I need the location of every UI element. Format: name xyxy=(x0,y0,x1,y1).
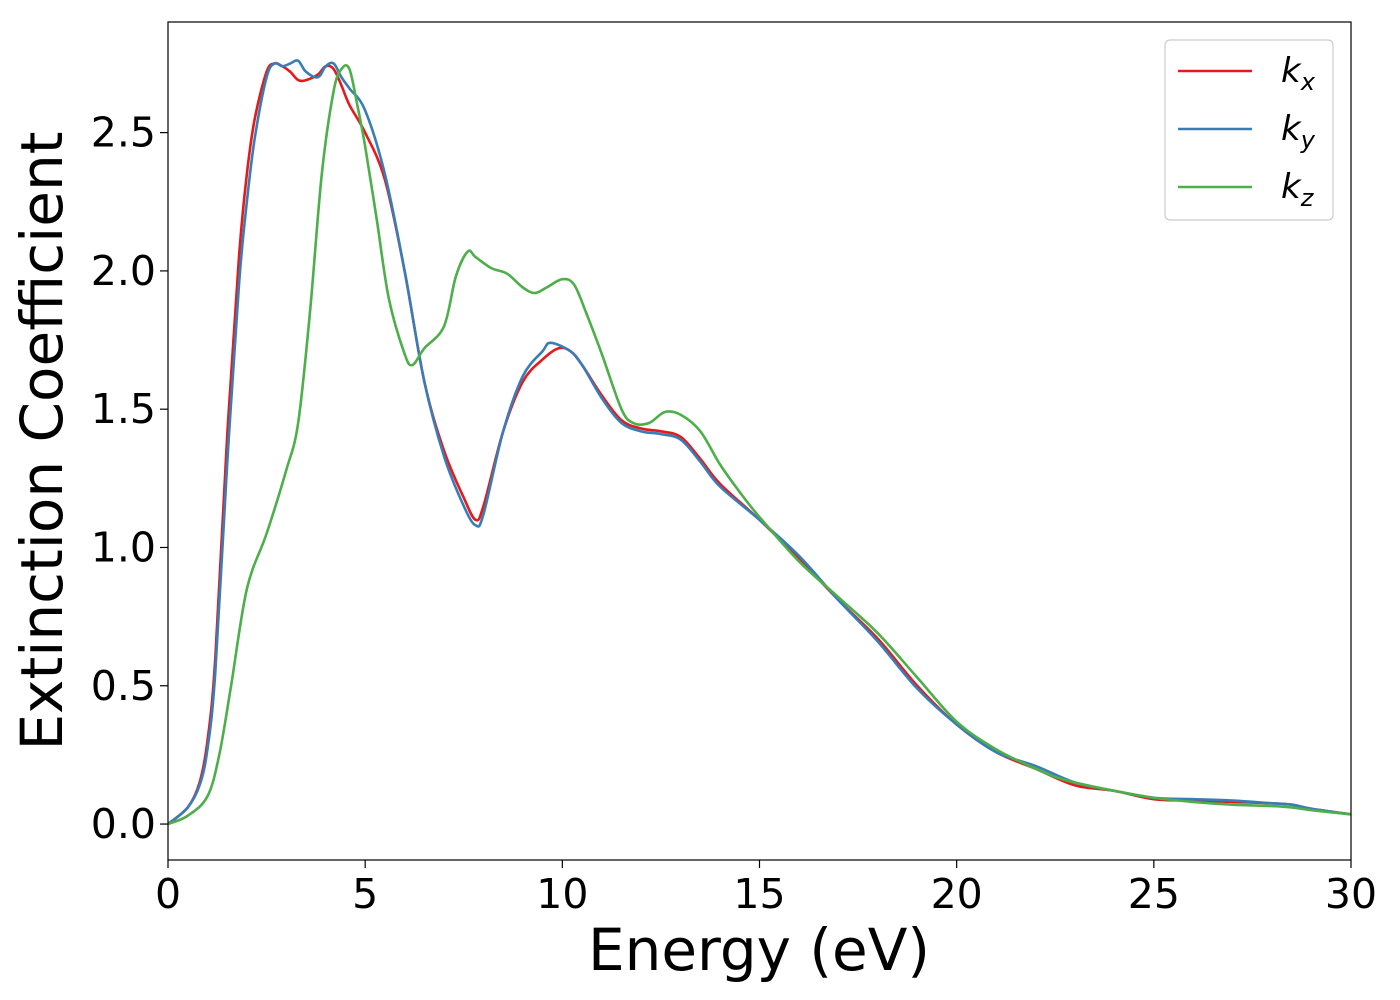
legend-label-subscript: y xyxy=(1300,126,1316,154)
y-tick-label: 2.0 xyxy=(91,247,156,295)
x-tick-label: 5 xyxy=(352,870,378,918)
y-tick-label: 2.5 xyxy=(91,109,156,157)
x-tick-label: 20 xyxy=(931,870,983,918)
legend-label-base: k xyxy=(1281,109,1302,149)
legend-label-subscript: x xyxy=(1300,68,1316,96)
legend-label-x: kx xyxy=(1281,51,1316,96)
x-axis: 0 5 10 15 20 25 30 xyxy=(155,860,1377,918)
y-axis-title: Extinction Coefficient xyxy=(8,132,76,751)
x-tick-label: 25 xyxy=(1128,870,1180,918)
x-tick-label: 0 xyxy=(155,870,181,918)
x-axis-title: Energy (eV) xyxy=(588,916,930,984)
legend-label-base: k xyxy=(1281,51,1302,91)
series-line-z xyxy=(168,64,1351,826)
y-tick-label: 1.0 xyxy=(91,523,156,571)
y-tick-label: 0.0 xyxy=(91,800,156,848)
legend-label-subscript: z xyxy=(1300,184,1315,212)
legend-label-base: k xyxy=(1281,167,1302,207)
series-line-y xyxy=(168,59,1351,826)
y-axis: 0.0 0.5 1.0 1.5 2.0 2.5 xyxy=(91,109,168,848)
x-tick-label: 15 xyxy=(733,870,785,918)
y-tick-label: 1.5 xyxy=(91,385,156,433)
y-tick-label: 0.5 xyxy=(91,662,156,710)
x-tick-label: 10 xyxy=(536,870,588,918)
legend-label-y: ky xyxy=(1281,109,1316,154)
legend-label-z: kz xyxy=(1281,167,1315,212)
x-tick-label: 30 xyxy=(1325,870,1377,918)
series-layer xyxy=(168,59,1351,826)
